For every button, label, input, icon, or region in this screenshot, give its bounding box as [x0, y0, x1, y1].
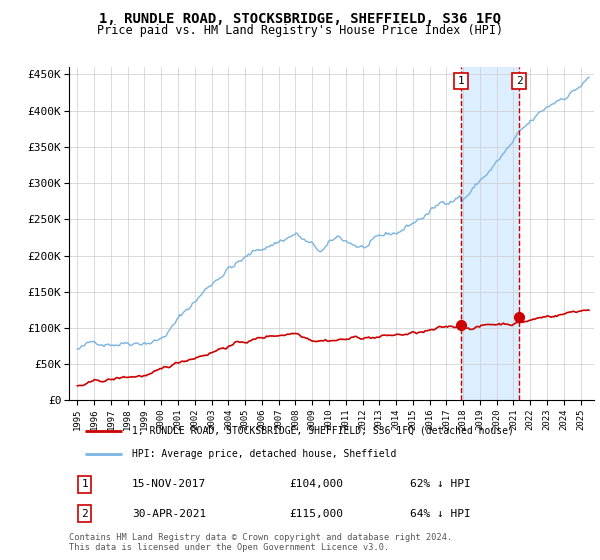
Text: This data is licensed under the Open Government Licence v3.0.: This data is licensed under the Open Gov… [69, 543, 389, 552]
Bar [461, 67, 519, 400]
Text: 1: 1 [82, 479, 88, 489]
Text: 2: 2 [515, 76, 523, 86]
Text: Price paid vs. HM Land Registry's House Price Index (HPI): Price paid vs. HM Land Registry's House … [97, 24, 503, 37]
Text: 30-APR-2021: 30-APR-2021 [132, 508, 206, 519]
Text: 1, RUNDLE ROAD, STOCKSBRIDGE, SHEFFIELD, S36 1FQ: 1, RUNDLE ROAD, STOCKSBRIDGE, SHEFFIELD,… [99, 12, 501, 26]
Text: 15-NOV-2017: 15-NOV-2017 [132, 479, 206, 489]
Text: 1: 1 [458, 76, 464, 86]
Text: HPI: Average price, detached house, Sheffield: HPI: Average price, detached house, Shef… [132, 449, 397, 459]
Text: 1, RUNDLE ROAD, STOCKSBRIDGE, SHEFFIELD, S36 1FQ (detached house): 1, RUNDLE ROAD, STOCKSBRIDGE, SHEFFIELD,… [132, 426, 514, 436]
Text: £104,000: £104,000 [290, 479, 343, 489]
Text: Contains HM Land Registry data © Crown copyright and database right 2024.: Contains HM Land Registry data © Crown c… [69, 533, 452, 542]
Text: £115,000: £115,000 [290, 508, 343, 519]
Text: 64% ↓ HPI: 64% ↓ HPI [410, 508, 471, 519]
Text: 2: 2 [82, 508, 88, 519]
Text: 62% ↓ HPI: 62% ↓ HPI [410, 479, 471, 489]
